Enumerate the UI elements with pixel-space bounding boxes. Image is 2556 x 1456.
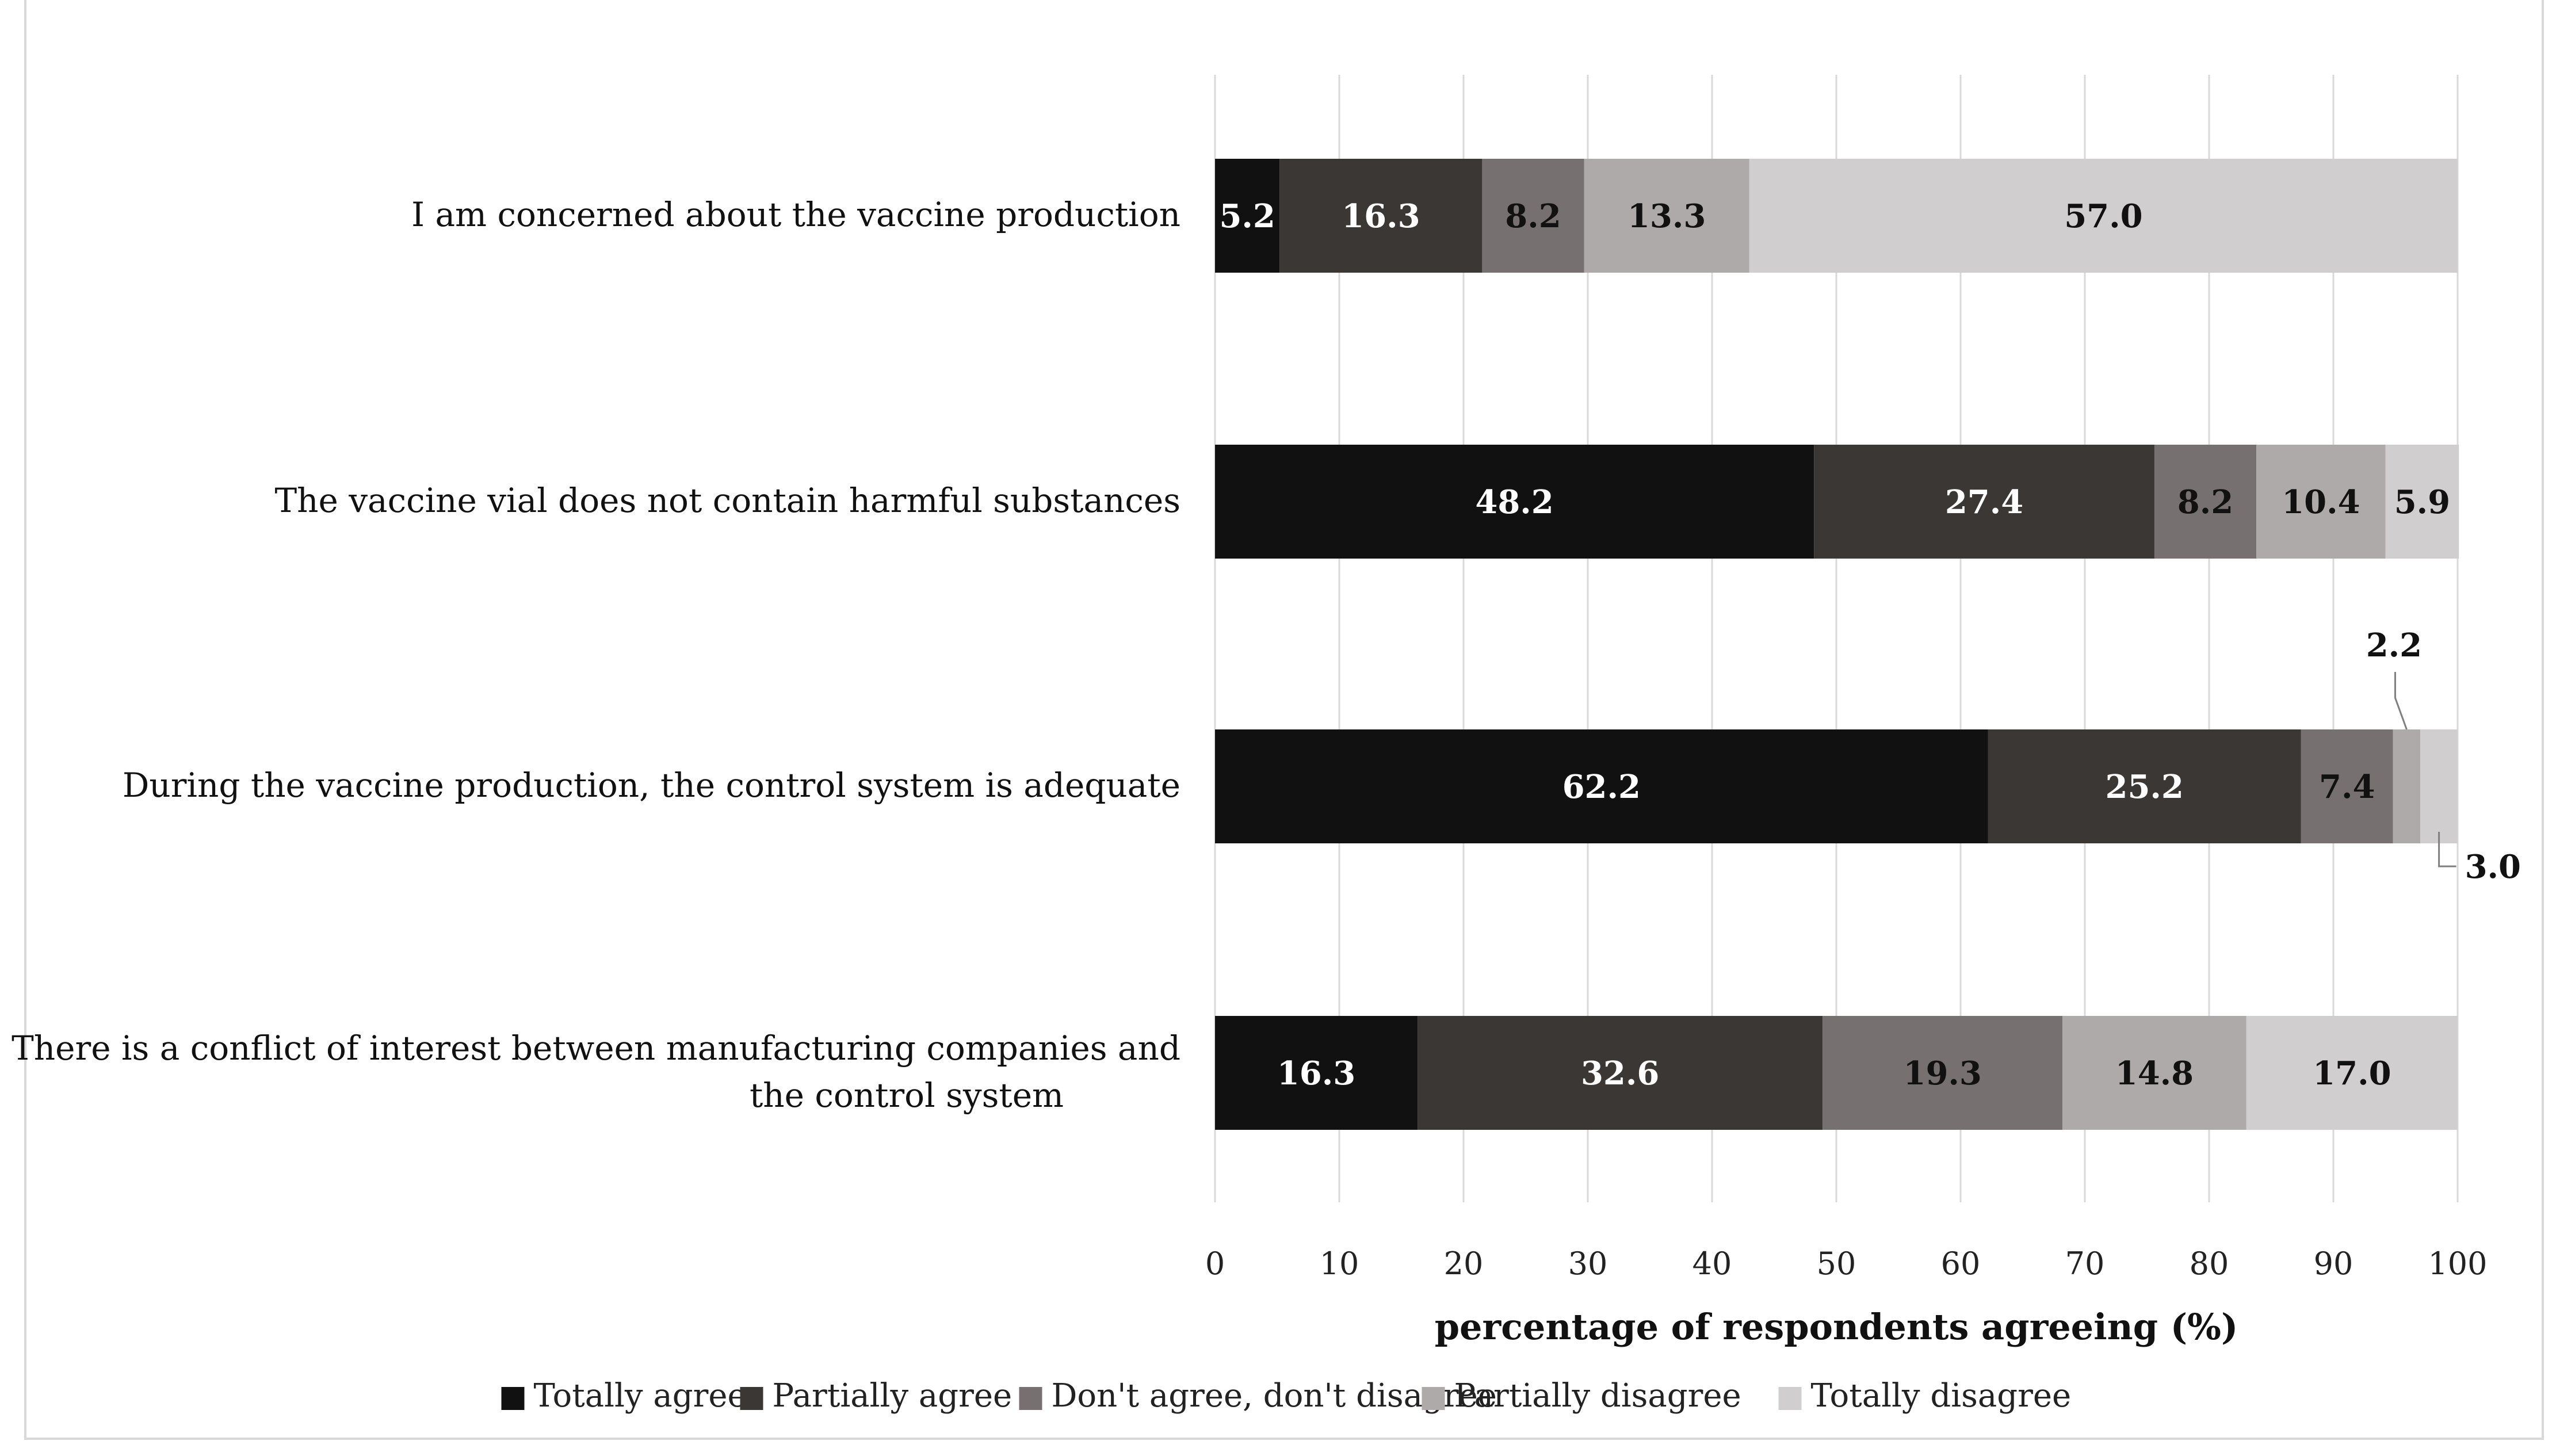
bar-segment <box>2246 1016 2458 1130</box>
legend-swatch <box>501 1387 525 1410</box>
bar-segment <box>1814 445 2154 559</box>
category-label: I am concerned about the vaccine product… <box>411 195 1180 234</box>
bar-segment <box>2301 729 2393 843</box>
data-label: 5.2 <box>1219 197 1275 235</box>
legend-item: Partially disagree <box>1422 1377 1741 1415</box>
legend: Totally agree Partially agree Don't agree,… <box>501 1377 2072 1415</box>
category-label: During the vaccine production, the contr… <box>123 766 1180 805</box>
category-labels: I am concerned about the vaccine product… <box>12 195 1180 1115</box>
legend-label: Totally disagree <box>1811 1377 2072 1415</box>
bar-segment <box>1279 159 1483 273</box>
callout-label: 3.0 <box>2465 848 2521 886</box>
data-label: 16.3 <box>1342 197 1420 235</box>
data-label: 17.0 <box>2313 1054 2391 1092</box>
bar-segment <box>2420 729 2458 843</box>
data-label: 8.2 <box>2177 483 2233 521</box>
data-label: 27.4 <box>1945 483 2023 521</box>
bar-segment <box>2154 445 2257 559</box>
data-label: 32.6 <box>1581 1054 1659 1092</box>
bar-segment <box>2385 445 2459 559</box>
legend-label: Partially agree <box>773 1377 1013 1415</box>
x-tick-labels: 0 10 20 30 40 50 60 70 80 90 100 <box>1205 1245 2488 1282</box>
callout-leader <box>2438 832 2456 868</box>
bar-segment <box>1215 445 1814 559</box>
x-tick-label: 10 <box>1320 1245 1359 1282</box>
callout-label: 2.2 <box>2366 626 2422 664</box>
data-label: 57.0 <box>2064 197 2142 235</box>
legend-swatch <box>740 1387 763 1410</box>
bar-segment <box>1584 159 1749 273</box>
data-label: 13.3 <box>1627 197 1706 235</box>
data-label: 25.2 <box>2105 768 2183 806</box>
data-label: 62.2 <box>1562 768 1641 806</box>
legend-label: Totally agree <box>534 1377 747 1415</box>
data-label: 14.8 <box>2115 1054 2194 1092</box>
bar-segment <box>1215 159 1280 273</box>
legend-label: Partially disagree <box>1454 1377 1741 1415</box>
data-label: 16.3 <box>1277 1054 1355 1092</box>
x-axis-title: percentage of respondents agreeing (%) <box>1435 1306 2238 1348</box>
bar-segment <box>1215 1016 1418 1130</box>
x-tick-label: 30 <box>1568 1245 1608 1282</box>
data-label: 7.4 <box>2319 768 2375 806</box>
legend-swatch <box>1019 1387 1042 1410</box>
legend-item: Totally disagree <box>1778 1377 2072 1415</box>
bar-segment <box>2062 1016 2246 1130</box>
x-tick-label: 40 <box>1692 1245 1732 1282</box>
x-tick-label: 90 <box>2314 1245 2353 1282</box>
x-tick-label: 50 <box>1817 1245 1856 1282</box>
bar-segment <box>1823 1016 2063 1130</box>
bars: 5.2 16.3 8.2 13.3 57.0 48.2 27.4 8.2 10.4 5.9 62.2… <box>1215 159 2459 1130</box>
data-label: 5.9 <box>2394 483 2450 521</box>
chart-frame <box>24 0 2544 1440</box>
x-tick-label: 80 <box>2190 1245 2229 1282</box>
x-tick-label: 100 <box>2428 1245 2487 1282</box>
data-label: 19.3 <box>1903 1054 1981 1092</box>
category-label: The vaccine vial does not contain harmfu… <box>274 481 1180 520</box>
x-tick-label: 60 <box>1941 1245 1981 1282</box>
x-tick-label: 20 <box>1444 1245 1484 1282</box>
x-tick-label: 70 <box>2065 1245 2105 1282</box>
legend-item: Totally agree <box>501 1377 747 1415</box>
category-label: There is a conflict of interest between … <box>12 1029 1180 1115</box>
legend-swatch <box>1778 1387 1802 1410</box>
data-label: 10.4 <box>2282 483 2360 521</box>
callouts: 2.2 3.0 <box>2366 626 2521 886</box>
legend-item: Partially agree <box>740 1377 1013 1415</box>
callout-leader <box>2394 672 2408 730</box>
data-label: 48.2 <box>1475 483 1553 521</box>
bar-segment <box>1215 729 1988 843</box>
bar-segment <box>1988 729 2301 843</box>
bar-segment <box>2393 729 2421 843</box>
bar-segment <box>1749 159 2458 273</box>
bar-segment <box>1418 1016 1823 1130</box>
bar-segment <box>2256 445 2386 559</box>
bar-segment <box>1482 159 1584 273</box>
x-tick-label: 0 <box>1205 1245 1225 1282</box>
legend-swatch <box>1422 1387 1445 1410</box>
data-label: 8.2 <box>1505 197 1561 235</box>
